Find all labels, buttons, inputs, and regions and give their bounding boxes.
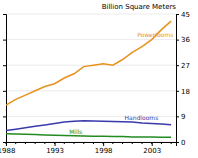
- plot: 1988 1993 1998 2003 0 9 18 27 36 45 Powerlooms Hand…: [0, 11, 190, 155]
- x-minor-tick: [103, 142, 104, 144]
- x-tick-mark: [103, 142, 104, 146]
- x-minor-tick: [151, 142, 152, 144]
- x-tick: 1988: [0, 142, 15, 155]
- y-tick: 45: [176, 11, 190, 19]
- x-minor-tick: [171, 142, 172, 144]
- y-tick-mark: [3, 65, 6, 66]
- y-tick-label: 0: [181, 139, 185, 147]
- series-line: [6, 121, 171, 131]
- y-tick: 9: [176, 113, 185, 121]
- y-tick: 36: [176, 36, 190, 44]
- x-tick: 1998: [95, 142, 113, 155]
- x-minor-tick: [112, 142, 113, 144]
- grid-line: [6, 90, 176, 91]
- y-tick-label: 27: [181, 62, 190, 70]
- y-tick: 27: [176, 62, 190, 70]
- y-tick-label: 18: [181, 88, 190, 96]
- title: Billion Square Meters: [102, 3, 177, 11]
- y-axis-left: [3, 15, 7, 143]
- y-tick: 18: [176, 88, 190, 96]
- series-labels: Powerlooms Handlooms Mills: [69, 31, 173, 135]
- x-minor-tick: [142, 142, 143, 144]
- grid-line: [6, 14, 176, 15]
- y-axis-line: [177, 15, 180, 143]
- lines: [6, 21, 171, 137]
- x-minor-tick: [54, 142, 55, 144]
- y-tick-mark: [3, 14, 6, 15]
- y-tick-mark: [176, 91, 179, 92]
- x-minor-tick: [122, 142, 123, 144]
- series-label: Mills: [69, 128, 82, 135]
- x-tick-mark: [55, 142, 56, 146]
- x-tick-label: 1988: [0, 147, 15, 155]
- y-tick-mark: [176, 14, 179, 15]
- series-label: Handlooms: [125, 114, 159, 121]
- x-minor-tick: [15, 142, 16, 144]
- y-tick: [3, 91, 6, 92]
- y-tick-label: 45: [181, 11, 190, 19]
- series-label: Powerlooms: [137, 31, 173, 38]
- x-tick: 1993: [46, 142, 64, 155]
- x-minor-tick: [64, 142, 65, 144]
- x-minor-ticks: [6, 142, 171, 144]
- series-line: [6, 134, 171, 137]
- y-axis-line: [3, 15, 7, 143]
- x-minor-tick: [35, 142, 36, 144]
- x-minor-tick: [25, 142, 26, 144]
- x-minor-tick: [83, 142, 84, 144]
- x-tick-label: 2003: [143, 147, 161, 155]
- y-tick: [3, 116, 6, 117]
- x-minor-tick: [74, 142, 75, 144]
- y-axis-right: 0 9 18 27 36 45: [176, 11, 190, 147]
- y-tick: [3, 40, 6, 41]
- y-tick-mark: [3, 91, 6, 92]
- x-tick-label: 1998: [95, 147, 113, 155]
- y-tick-mark: [176, 116, 179, 117]
- y-tick: [3, 142, 6, 143]
- x-tick-mark: [152, 142, 153, 146]
- x-minor-tick: [132, 142, 133, 144]
- x-minor-tick: [93, 142, 94, 144]
- x-minor-tick: [44, 142, 45, 144]
- y-tick-mark: [176, 65, 179, 66]
- y-tick: [3, 65, 6, 66]
- y-tick-mark: [3, 40, 6, 41]
- x-axis-line: [7, 143, 177, 147]
- x-tick-label: 1993: [46, 147, 64, 155]
- y-tick-label: 36: [181, 36, 190, 44]
- grid: [6, 14, 176, 142]
- y-tick: 0: [176, 139, 185, 147]
- y-tick-mark: [3, 116, 6, 117]
- x-tick: 2003: [143, 142, 161, 155]
- x-minor-tick: [161, 142, 162, 144]
- y-tick-mark: [176, 142, 179, 143]
- y-tick: [3, 14, 6, 15]
- y-tick-label: 9: [181, 113, 185, 121]
- y-tick-mark: [3, 142, 6, 143]
- chart: 1988 1993 1998 2003 0 9 18 27 36 45 Powerlooms Hand…: [0, 0, 198, 158]
- y-tick-mark: [176, 40, 179, 41]
- x-axis: 1988 1993 1998 2003: [0, 142, 177, 155]
